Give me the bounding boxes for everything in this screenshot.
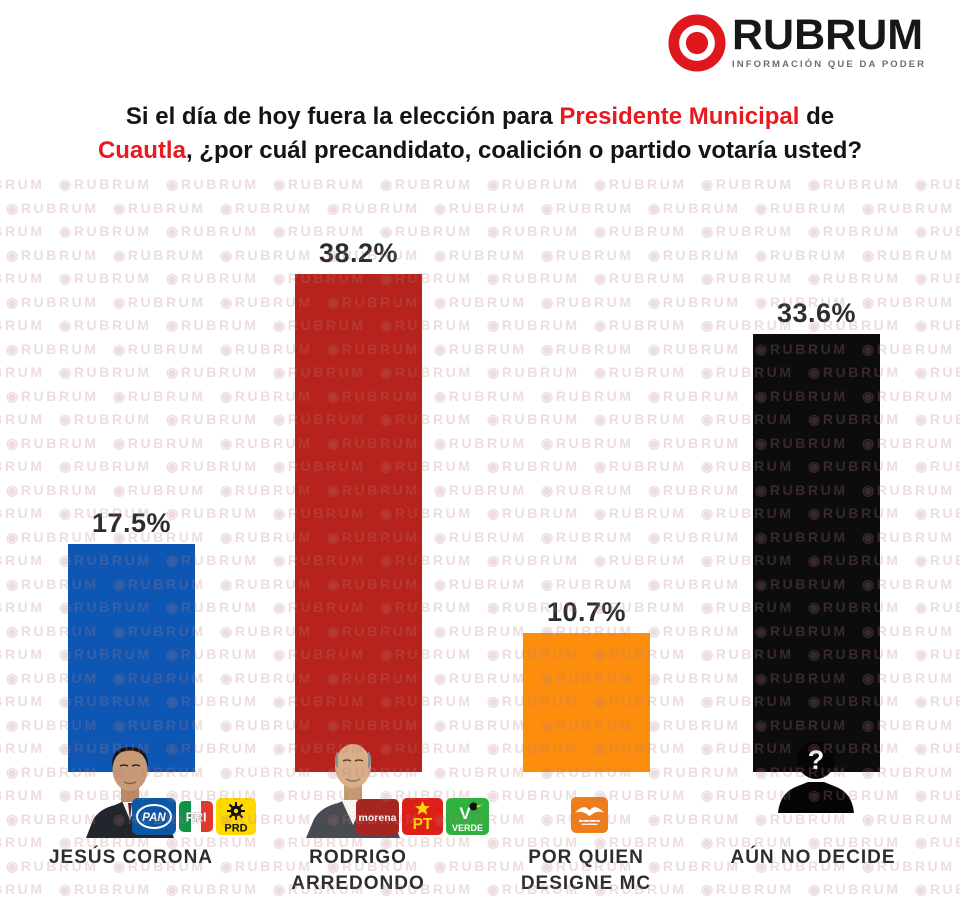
svg-text:PRD: PRD (224, 823, 247, 835)
pan-logo: PAN (132, 798, 176, 835)
verde-logo: V VERDE (446, 798, 489, 835)
candidate-name-designe-mc: POR QUIEN DESIGNE MC (520, 847, 652, 894)
question-line-2: Cuautla, ¿por cuál precandidato, coalici… (97, 137, 863, 164)
candidate-name-aun-no-decide: AÚN NO DECIDE (730, 847, 896, 868)
value-label: 38.2% (318, 238, 399, 268)
brand-tagline: INFORMACIÓN QUE DA PODER (732, 59, 927, 70)
rubrum-logo: RUBRUM INFORMACIÓN QUE DA PODER (668, 12, 926, 72)
candidate-name-jesus-corona: JESÚS CORONA (48, 847, 214, 868)
question-line-1: Si el día de hoy fuera la elección para … (125, 103, 835, 130)
pri-logo: PRI (179, 801, 213, 832)
bar-rect (753, 334, 880, 772)
value-label: 33.6% (776, 298, 857, 328)
candidate-name-rodrigo-arredondo: RODRIGO ARREDONDO (291, 847, 425, 894)
svg-text:PT: PT (413, 816, 433, 833)
bar-group-jesus-corona: 17.5% (68, 508, 195, 772)
party-logos-mc (571, 797, 608, 833)
party-logos-jesus-corona: PAN PRI PRD (132, 798, 256, 835)
value-label: 17.5% (91, 508, 172, 538)
poll-question: Si el día de hoy fuera la elección para … (20, 100, 940, 168)
bar-group-designe-mc: 10.7% (523, 597, 650, 772)
svg-text:VERDE: VERDE (452, 823, 483, 833)
svg-text:PRI: PRI (186, 811, 207, 825)
party-logos-rodrigo-arredondo: morena PT V VERDE (356, 798, 489, 835)
svg-text:morena: morena (359, 812, 397, 824)
bar-group-rodrigo-arredondo: 38.2% (295, 238, 422, 772)
svg-text:V: V (459, 804, 471, 823)
svg-text:PAN: PAN (142, 812, 166, 824)
rubrum-bullseye-icon (668, 14, 726, 72)
bar-rect (68, 544, 195, 772)
pt-logo: PT (402, 798, 443, 835)
morena-logo: morena (356, 798, 399, 835)
undecided-silhouette: ? (778, 741, 854, 813)
question-mark-glyph: ? (808, 745, 825, 775)
prd-logo: PRD (216, 798, 256, 835)
value-label: 10.7% (546, 597, 627, 627)
bar-rect (295, 274, 422, 772)
mc-logo (571, 797, 608, 833)
bar-rect (523, 633, 650, 772)
bar-group-aun-no-decide: 33.6% (753, 298, 880, 772)
brand-name: RUBRUM (732, 11, 924, 59)
